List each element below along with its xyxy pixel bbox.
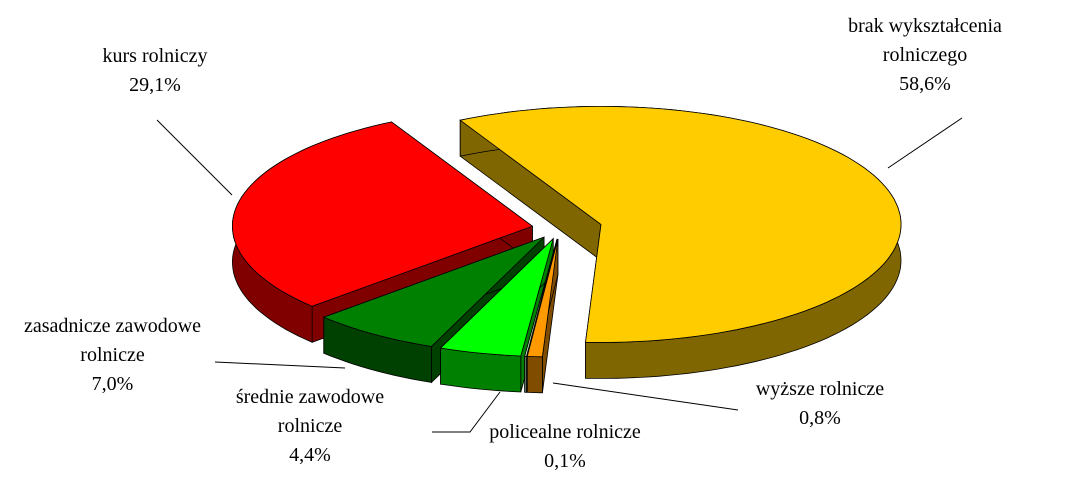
- value-label: 29,1%: [129, 74, 181, 96]
- slice-label: średnie zawodowe rolnicze 4,4%: [215, 383, 405, 470]
- slice: [439, 237, 554, 357]
- slice: [459, 105, 902, 343]
- value-label: 0,1%: [544, 450, 586, 472]
- slice: [322, 236, 545, 347]
- value-label: 4,4%: [289, 444, 331, 466]
- slice-rim: [524, 355, 527, 393]
- leader-line: [887, 117, 963, 169]
- slice-label: brak wykształcenia rolniczego 58,6%: [820, 12, 1030, 99]
- category-label: kurs rolniczy: [102, 45, 208, 67]
- leader-line: [432, 391, 501, 433]
- category-label: średnie zawodowe rolnicze: [235, 386, 385, 437]
- category-label: zasadnicze zawodowe rolnicze: [23, 315, 202, 366]
- value-label: 0,8%: [799, 407, 841, 429]
- category-label: brak wykształcenia rolniczego: [848, 15, 1002, 66]
- slice: [231, 121, 534, 307]
- slice: [526, 238, 559, 358]
- leader-line: [156, 119, 233, 196]
- slice-label: zasadnicze zawodowe rolnicze 7,0%: [5, 312, 220, 399]
- leader-line: [214, 361, 346, 369]
- leader-line: [552, 382, 739, 411]
- value-label: 7,0%: [91, 373, 134, 395]
- slice: [524, 238, 558, 357]
- slice-rim: [526, 355, 543, 394]
- category-label: policealne rolnicze: [489, 421, 641, 443]
- value-label: 58,6%: [899, 73, 951, 95]
- slice-label: wyższe rolnicze 0,8%: [710, 375, 930, 433]
- slice-label: policealne rolnicze 0,1%: [440, 418, 690, 476]
- slice-label: kurs rolniczy 29,1%: [70, 42, 240, 100]
- category-label: wyższe rolnicze: [755, 378, 885, 400]
